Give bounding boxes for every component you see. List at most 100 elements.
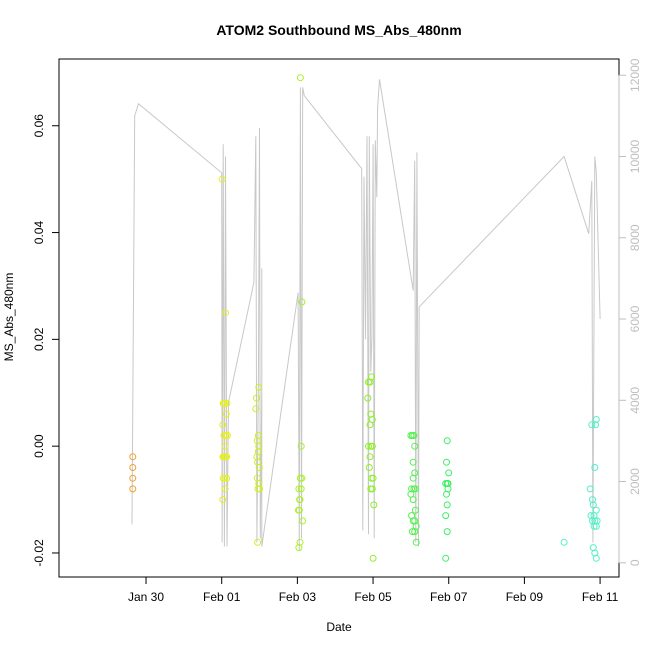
data-point-series-8 — [588, 421, 596, 429]
data-point-series-7 — [444, 485, 452, 493]
data-point-series-8 — [592, 554, 600, 562]
depth-line-layer — [131, 79, 601, 551]
data-point-series-8 — [592, 522, 600, 530]
data-point-series-4 — [296, 74, 304, 82]
data-point-series-7 — [442, 554, 450, 562]
data-point-series-8 — [591, 464, 599, 471]
x-tick-label: Feb 05 — [354, 590, 392, 604]
data-point-series-6 — [411, 528, 419, 536]
data-point-series-5 — [368, 373, 375, 381]
y-right-tick-label: 6000 — [628, 305, 642, 332]
data-point-series-6 — [409, 496, 417, 504]
data-point-series-3 — [254, 538, 262, 546]
data-point-series-5 — [368, 442, 376, 450]
data-point-series-2 — [223, 399, 231, 407]
data-point-series-4 — [298, 298, 306, 306]
data-point-series-3 — [254, 432, 262, 439]
data-point-series-4 — [295, 506, 303, 514]
x-axis-label: Date — [326, 620, 352, 634]
data-point-series-5 — [368, 416, 376, 423]
data-point-series-4 — [297, 442, 305, 450]
data-point-series-4 — [296, 538, 304, 546]
data-point-series-2 — [218, 175, 226, 183]
x-tick-label: Feb 09 — [506, 590, 544, 604]
data-point-series-2 — [221, 442, 229, 450]
data-point-series-1 — [129, 474, 137, 482]
data-point-series-7 — [445, 469, 453, 477]
y-right-tick-label: 4000 — [628, 387, 642, 414]
data-point-series-6 — [408, 485, 416, 493]
x-tick-label: Feb 03 — [279, 590, 317, 604]
data-point-series-5 — [369, 554, 377, 562]
data-point-series-4 — [296, 496, 304, 504]
data-point-series-5 — [364, 394, 372, 402]
data-points-layer — [129, 74, 601, 562]
data-point-series-6 — [411, 485, 419, 493]
data-point-series-5 — [370, 501, 378, 509]
data-point-series-8 — [592, 506, 600, 514]
data-point-series-2 — [222, 410, 230, 418]
data-point-series-5 — [369, 474, 377, 482]
data-point-series-2 — [220, 432, 228, 439]
data-point-series-7 — [444, 480, 452, 487]
data-point-series-6 — [410, 432, 418, 439]
y-axis-left: -0.02 0.00 0.02 0.04 0.06 — [32, 114, 60, 567]
x-tick-label: Feb 01 — [203, 590, 241, 604]
y-right-tick-label: 10000 — [628, 139, 642, 173]
data-point-series-7 — [443, 501, 451, 509]
y-left-tick-label: 0.04 — [32, 221, 46, 245]
data-point-series-3 — [252, 405, 260, 413]
y-right-tick-label: 12000 — [628, 58, 642, 92]
data-point-series-2 — [221, 474, 229, 482]
y-axis-label: MS_Abs_480nm — [2, 273, 16, 362]
data-point-series-1 — [129, 485, 137, 493]
data-point-series-4 — [297, 485, 305, 493]
x-tick-label: Feb 11 — [582, 590, 619, 604]
data-point-series-3 — [255, 442, 263, 450]
data-point-series-4 — [299, 517, 307, 525]
data-point-series-1 — [129, 453, 137, 461]
data-point-series-2 — [219, 496, 227, 504]
data-point-series-7 — [443, 528, 451, 536]
data-point-series-1 — [129, 464, 137, 471]
data-point-series-5 — [365, 442, 372, 450]
data-point-series-3 — [255, 480, 263, 487]
data-point-series-4 — [295, 485, 303, 493]
plot-frame — [58, 58, 620, 578]
data-point-series-7 — [443, 458, 450, 466]
data-point-series-8 — [592, 416, 600, 423]
data-point-series-8 — [592, 421, 599, 429]
data-point-series-4 — [295, 544, 303, 552]
data-point-series-2 — [221, 485, 229, 493]
y-left-tick-label: -0.02 — [32, 539, 46, 567]
data-point-series-5 — [368, 485, 376, 493]
data-point-series-3 — [253, 394, 260, 402]
data-point-series-2 — [223, 453, 231, 461]
data-point-series-6 — [412, 538, 420, 546]
data-point-series-3 — [255, 464, 263, 471]
chart-title: ATOM2 Southbound MS_Abs_480nm — [216, 22, 461, 38]
data-point-series-2 — [222, 432, 230, 439]
y-right-tick-label: 8000 — [628, 224, 642, 251]
data-point-series-4 — [298, 474, 306, 482]
data-point-series-8 — [560, 538, 568, 546]
y-left-tick-label: 0.02 — [32, 327, 46, 351]
data-point-series-5 — [366, 453, 374, 461]
y-right-tick-label: 2000 — [628, 468, 642, 495]
data-point-series-5 — [365, 464, 373, 471]
data-point-series-8 — [586, 485, 594, 493]
data-point-series-7 — [442, 512, 450, 520]
data-point-series-6 — [408, 528, 416, 536]
y-right-tick-label: 0 — [628, 559, 642, 566]
data-point-series-3 — [255, 383, 263, 391]
data-point-series-7 — [443, 437, 451, 445]
data-point-series-8 — [593, 517, 601, 525]
y-left-tick-label: 0.00 — [32, 434, 46, 458]
data-point-series-3 — [254, 448, 262, 455]
data-point-series-6 — [411, 506, 419, 514]
data-point-series-2 — [223, 474, 231, 482]
data-point-series-2 — [219, 421, 227, 429]
data-point-series-8 — [590, 522, 598, 530]
